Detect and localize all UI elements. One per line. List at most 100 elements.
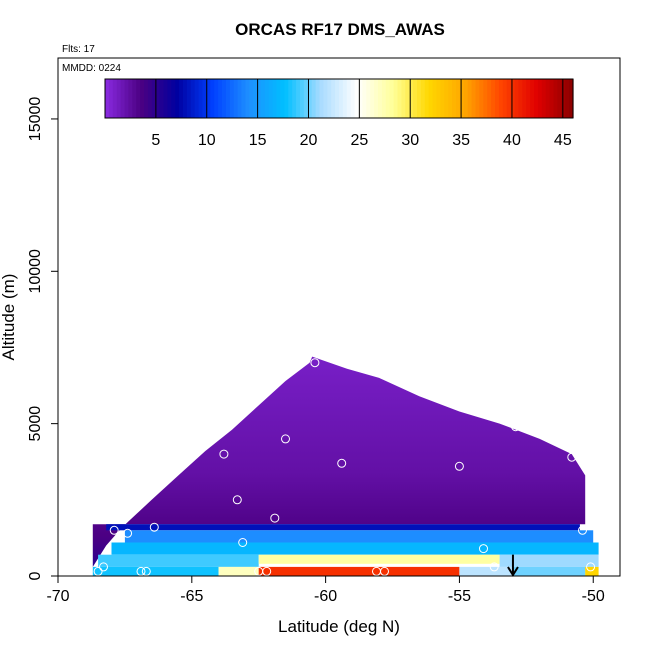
flight-arrow-head [507,566,519,577]
sample-point [219,449,229,459]
x-tick-label: -50 [582,588,605,605]
y-tick-label: 10000 [27,249,44,294]
colorbar-cell [506,79,512,118]
colorbar-cell [514,79,519,118]
colorbar-cell [311,79,317,118]
sample-point [270,513,280,523]
colorbar-cell [459,79,465,118]
colorbar-cell [140,79,145,118]
heat-band [218,566,259,576]
sample-point [489,562,499,572]
colorbar-cell [385,79,391,118]
colorbar-cell [136,79,141,118]
colorbar-cell [393,79,399,118]
sample-point [454,461,464,471]
colorbar-cell [144,79,149,118]
colorbar-cell [163,79,168,118]
plot-frame [57,57,621,577]
flights-note: Flts: 17 [62,44,95,55]
colorbar-cell [229,79,235,118]
heat-band [92,566,219,576]
heat-band [106,524,580,531]
colorbar-cell [147,79,153,118]
colorbar-tick-label: 25 [350,132,368,149]
colorbar-cell [409,79,414,118]
colorbar: 5 10 15 20 25 30 35 40 45 [104,78,574,149]
heat-band [98,554,259,567]
colorbar-cell [366,79,371,118]
colorbar-cell [389,79,395,118]
colorbar-cell [557,79,562,118]
colorbar-cell [549,79,555,118]
colorbar-cell [202,79,207,118]
colorbar-cell [167,79,172,118]
colorbar-cell [159,79,165,118]
colorbar-cell [350,79,356,118]
colorbar-cell [268,79,274,118]
sample-point [310,358,320,368]
colorbar-cell [440,79,445,118]
colorbar-cell [498,79,504,118]
y-tick-label: 5000 [27,406,44,442]
sample-point [149,522,159,532]
colorbar-cell [413,79,418,118]
x-tick-label: -65 [180,588,203,605]
colorbar-cell [397,79,402,118]
colorbar-cell [108,79,114,118]
colorbar-tick-label: 30 [401,132,419,149]
colorbar-cell [237,79,243,118]
plot-area [92,356,599,577]
colorbar-cell [456,79,461,118]
colorbar-cell [565,79,570,118]
colorbar-cell [553,79,558,118]
colorbar-cell [253,79,258,118]
colorbar-cell [374,79,379,118]
colorbar-cell [319,79,324,118]
colorbar-cell [179,79,184,118]
colorbar-cell [424,79,430,118]
colorbar-tick-label: 35 [452,132,470,149]
sample-point [511,422,521,432]
sample-point [109,525,119,535]
colorbar-cell [307,79,313,118]
chart-title: ORCAS RF17 DMS_AWAS [235,20,445,39]
x-tick-label: -70 [46,588,69,605]
sample-point [337,458,347,468]
sample-point [141,566,151,576]
colorbar-cell [381,79,387,118]
colorbar-cell [417,79,422,118]
sample-point [238,538,248,547]
sample-point [136,566,146,576]
colorbar-cell [518,79,523,118]
colorbar-cell [452,79,457,118]
colorbar-cell [467,79,473,118]
colorbar-cell [120,79,126,118]
colorbar-cell [561,79,566,118]
colorbar-cell [339,79,344,118]
colorbar-cell [124,79,129,118]
colorbar-cell [475,79,480,118]
colorbar-frame [104,78,574,119]
sample-point [232,495,242,505]
colorbar-cell [105,79,110,118]
colorbar-cell [401,79,406,118]
colorbar-cell [296,79,301,118]
colorbar-cell [222,79,227,118]
colorbar-cell [206,79,211,118]
date-note: MMDD: 0224 [62,63,121,74]
sample-point [93,566,103,576]
colorbar-cell [537,79,543,118]
heat-band [124,530,594,543]
colorbar-cell [545,79,551,118]
colorbar-cell [284,79,289,118]
colorbar-cell [420,79,426,118]
colorbar-cell [405,79,410,118]
colorbar-cell [428,79,434,118]
colorbar-cell [116,79,122,118]
colorbar-cell [378,79,383,118]
colorbar-cell [534,79,539,118]
colorbar-tick-label: 15 [249,132,267,149]
colorbar-cell [448,79,453,118]
colorbar-cell [342,79,348,118]
